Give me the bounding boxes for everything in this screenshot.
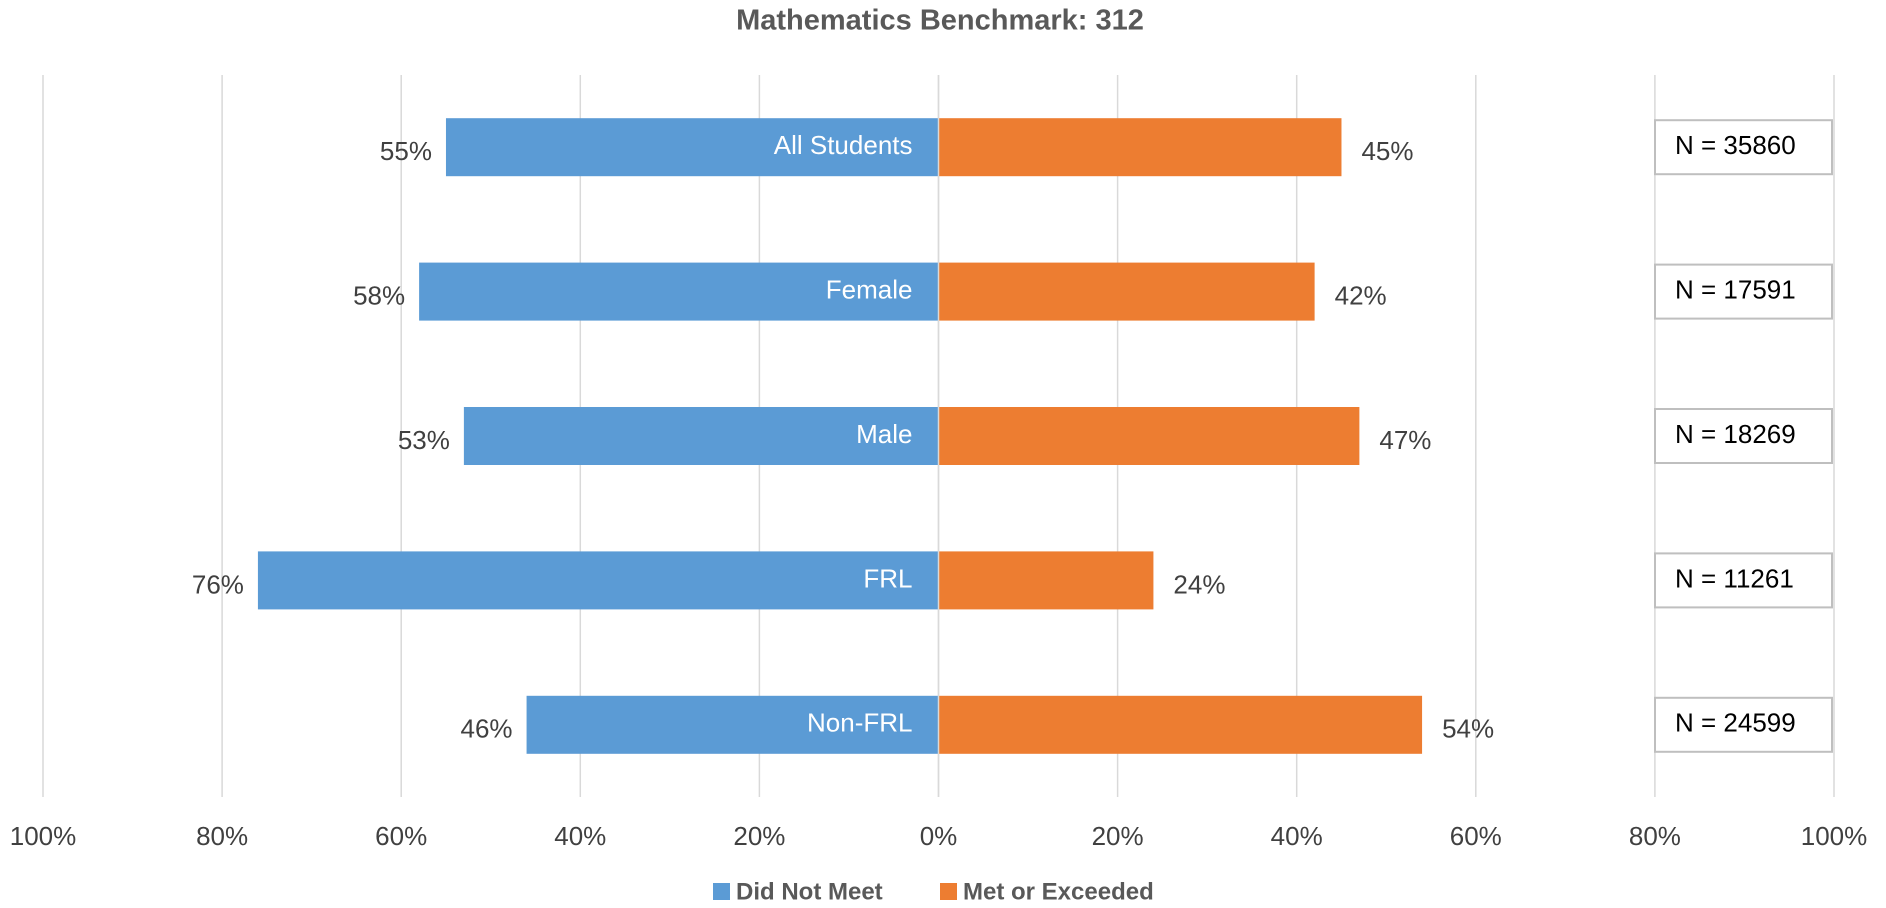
- x-tick-label: 100%: [1801, 821, 1868, 851]
- annotation: N = 11261: [1675, 563, 1794, 593]
- x-tick-label: 80%: [1629, 821, 1681, 851]
- x-tick-label: 60%: [375, 821, 427, 851]
- value-label: 54%: [1442, 714, 1494, 744]
- bar: [463, 407, 939, 465]
- value-label: 24%: [1173, 569, 1225, 599]
- bar: [526, 695, 939, 754]
- bar: [257, 551, 939, 610]
- x-tick-label: 100%: [10, 821, 77, 851]
- bar: [938, 695, 1423, 754]
- annotation: N = 35860: [1675, 130, 1796, 160]
- value-label: 58%: [353, 280, 405, 310]
- bar: [445, 118, 939, 177]
- legend-swatch: [713, 883, 730, 900]
- x-tick-label: 0%: [920, 821, 958, 851]
- bar: [938, 407, 1360, 465]
- value-label: 53%: [398, 425, 450, 455]
- x-tick-label: 20%: [733, 821, 785, 851]
- category-label: Non-FRL: [807, 708, 912, 738]
- x-tick-label: 40%: [554, 821, 606, 851]
- x-tick-label: 80%: [196, 821, 248, 851]
- value-label: 47%: [1379, 425, 1431, 455]
- annotation-box: [1654, 552, 1833, 609]
- annotation-box: [1654, 408, 1833, 464]
- bar: [938, 551, 1154, 610]
- bar: [938, 118, 1342, 177]
- legend-label: Did Not Meet: [736, 878, 883, 905]
- x-tick-label: 60%: [1450, 821, 1502, 851]
- chart-title: Mathematics Benchmark: 312: [736, 5, 1144, 37]
- legend-label: Met or Exceeded: [963, 878, 1154, 905]
- annotation-box: [1654, 696, 1833, 753]
- value-label: 55%: [380, 136, 432, 166]
- category-label: Male: [856, 419, 912, 449]
- category-label: FRL: [863, 563, 912, 593]
- x-tick-label: 40%: [1271, 821, 1323, 851]
- annotation: N = 24599: [1675, 708, 1796, 738]
- annotation-box: [1654, 119, 1833, 176]
- value-label: 42%: [1335, 280, 1387, 310]
- annotation: N = 18269: [1675, 419, 1796, 449]
- value-label: 76%: [192, 569, 244, 599]
- category-label: All Students: [774, 130, 913, 160]
- x-tick-label: 20%: [1092, 821, 1144, 851]
- annotation-box: [1654, 263, 1833, 320]
- legend-swatch: [940, 883, 957, 900]
- annotation: N = 17591: [1675, 274, 1796, 304]
- bar: [938, 262, 1315, 321]
- category-label: Female: [826, 274, 913, 304]
- bar: [419, 262, 939, 321]
- value-label: 46%: [461, 714, 513, 744]
- value-label: 45%: [1361, 136, 1413, 166]
